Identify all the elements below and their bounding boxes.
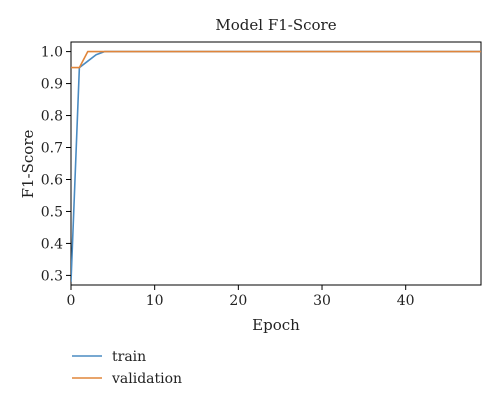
legend-label-validation: validation bbox=[111, 371, 182, 387]
x-tick-label: 40 bbox=[397, 293, 415, 309]
y-tick-label: 0.7 bbox=[41, 141, 63, 157]
y-tick-label: 1.0 bbox=[41, 45, 63, 61]
x-tick-label: 30 bbox=[313, 293, 331, 309]
series-line-validation bbox=[71, 50, 481, 69]
y-tick-label: 0.5 bbox=[41, 204, 63, 220]
y-tick-label: 0.8 bbox=[41, 109, 63, 125]
x-tick-label: 20 bbox=[229, 293, 247, 309]
plot-frame bbox=[70, 41, 482, 286]
y-tick-label: 0.3 bbox=[41, 268, 63, 284]
x-tick-label: 0 bbox=[67, 293, 76, 309]
legend: train validation bbox=[72, 349, 182, 387]
x-tick-label: 10 bbox=[146, 293, 164, 309]
y-axis-label: F1-Score bbox=[19, 129, 37, 198]
plot-area: 0 10 20 30 40 0.3 0.4 0.5 0.6 0.7 0.8 0.9 1.0 bbox=[41, 41, 482, 309]
y-tick-label: 0.4 bbox=[41, 236, 63, 252]
series-line-train bbox=[71, 50, 481, 282]
x-axis-label: Epoch bbox=[252, 316, 300, 334]
y-tick-label: 0.9 bbox=[41, 77, 63, 93]
legend-label-train: train bbox=[112, 349, 146, 365]
y-tick-label: 0.6 bbox=[41, 172, 63, 188]
chart-title: Model F1-Score bbox=[215, 16, 336, 34]
